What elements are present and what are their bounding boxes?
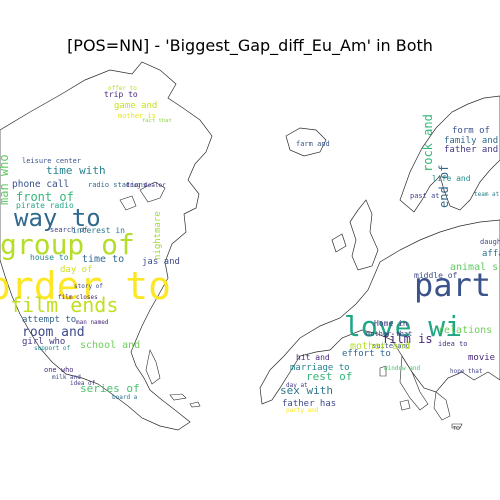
word-north-america: way to (14, 204, 101, 232)
scandinavia-outline (399, 95, 500, 213)
word-north-america: trip to (104, 90, 138, 99)
word-north-america: nightmare (153, 211, 163, 260)
greece-outline (433, 391, 451, 421)
word-europe: marriage to (290, 363, 350, 373)
chart-title: [POS=NN] - 'Biggest_Gap_diff_Eu_Am' in B… (67, 36, 433, 55)
word-europe: idea to (438, 340, 468, 348)
word-north-america: idea of (70, 380, 96, 387)
word-europe: animal s (450, 262, 498, 273)
iceland-outline (285, 127, 327, 157)
word-north-america: girl who (22, 337, 65, 347)
word-europe: suite and (372, 342, 410, 350)
word-europe: movie (468, 353, 495, 363)
word-europe: love wi (344, 310, 462, 343)
word-north-america: drug dealer (126, 182, 166, 189)
tiny-map-label: TO (452, 426, 460, 432)
word-north-america: pirate radio (16, 201, 74, 210)
word-europe: mother that (366, 330, 412, 338)
word-north-america: day of (60, 265, 93, 275)
word-europe: film is (382, 332, 433, 346)
word-europe: sex with (280, 384, 333, 397)
word-north-america: fact that (142, 118, 172, 124)
word-europe: party and (286, 407, 319, 414)
word-europe: relations (438, 325, 492, 336)
word-north-america: story of (74, 283, 103, 290)
word-north-america: man named (76, 319, 109, 326)
word-north-america: interest in (72, 226, 125, 235)
word-europe: form of (452, 126, 490, 136)
word-north-america: group of (0, 228, 135, 261)
word-north-america: man who (0, 154, 11, 205)
word-north-america: support of (34, 345, 71, 352)
caribbean-outline (169, 393, 201, 408)
word-europe: window and (384, 365, 421, 372)
island-outlines (379, 365, 463, 429)
word-north-america: leisure center (22, 157, 81, 165)
word-europe: father has (282, 399, 336, 409)
word-europe: farm and (296, 140, 330, 148)
word-europe: end of (437, 165, 451, 208)
word-europe: rest of (306, 370, 352, 383)
word-europe: hope that (450, 368, 483, 375)
uk-outline (331, 199, 379, 271)
word-europe: team at (474, 191, 500, 198)
word-north-america: jas and (142, 257, 180, 267)
word-europe: effort to (342, 349, 391, 359)
word-europe: family and (444, 136, 498, 146)
word-north-america: school and (80, 340, 140, 351)
word-north-america: phone call (12, 179, 69, 190)
florida-outline (145, 349, 161, 385)
word-north-america: house to (30, 253, 69, 262)
word-north-america: game and (114, 101, 157, 111)
italy-outline (399, 355, 429, 411)
word-north-america: board a (112, 394, 138, 401)
word-north-america: time to (82, 254, 124, 265)
word-europe: rock and (421, 114, 435, 172)
word-north-america: milk and (52, 374, 81, 381)
word-europe: day at (286, 382, 308, 389)
word-europe: part (414, 266, 491, 304)
word-europe: past at (410, 192, 440, 200)
word-north-america: mother is (118, 112, 156, 120)
word-europe: father and (444, 145, 498, 155)
word-north-america: search of (50, 226, 88, 234)
word-north-america: room and (22, 325, 85, 340)
word-north-america: film ends (10, 293, 118, 317)
word-north-america: series of (80, 382, 140, 395)
north-america-outline (0, 61, 213, 431)
word-europe: affa (482, 249, 500, 259)
word-europe: daugh (480, 238, 500, 246)
word-north-america: order to (0, 264, 171, 308)
word-europe: middle of (414, 271, 458, 280)
word-north-america: front of (16, 190, 74, 204)
word-europe: hit and (296, 353, 330, 362)
mainland-europe-outline (259, 219, 500, 405)
europe-map: TO (259, 95, 500, 432)
word-north-america: one who (44, 366, 74, 374)
word-europe: Home in (374, 319, 408, 328)
word-europe: mother and (350, 341, 410, 352)
north-america-map (0, 61, 213, 431)
word-north-america: offer to (108, 85, 137, 92)
word-north-america: attempt to (22, 315, 76, 325)
word-north-america: radio stations (88, 181, 147, 189)
word-north-america: time with (46, 164, 106, 177)
great-lakes-outline (119, 181, 166, 211)
word-europe: life and (432, 174, 471, 183)
word-north-america: film closes (58, 294, 98, 301)
